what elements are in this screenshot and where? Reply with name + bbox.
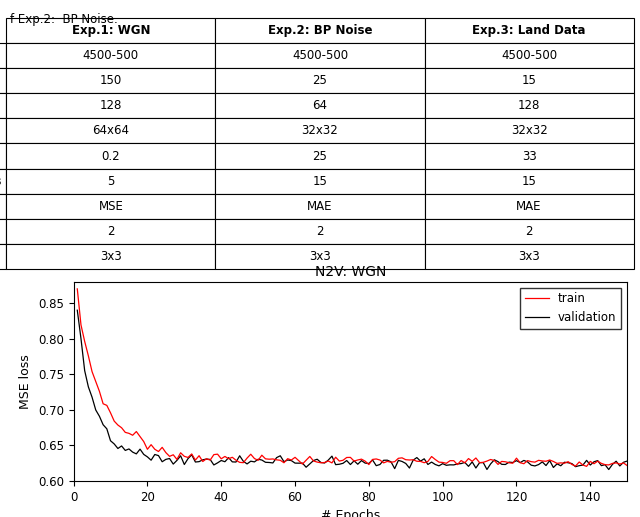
Line: train: train <box>77 289 627 466</box>
Y-axis label: MSE loss: MSE loss <box>19 354 33 408</box>
Line: validation: validation <box>77 310 627 469</box>
Legend: train, validation: train, validation <box>520 287 621 329</box>
validation <box>454 461 461 467</box>
Title: N2V: WGN: N2V: WGN <box>315 265 386 279</box>
validation <box>362 460 369 466</box>
train <box>383 458 391 464</box>
validation <box>291 460 299 466</box>
validation <box>74 307 81 313</box>
train <box>623 463 631 469</box>
train <box>527 459 535 465</box>
train <box>362 458 369 464</box>
Text: f Exp.2:  BP Noise.: f Exp.2: BP Noise. <box>10 13 117 26</box>
validation <box>605 466 612 473</box>
train <box>583 463 591 469</box>
train <box>454 462 461 468</box>
train <box>74 286 81 292</box>
validation <box>383 457 391 463</box>
X-axis label: # Epochs: # Epochs <box>321 509 380 517</box>
train <box>254 457 262 463</box>
validation <box>254 456 262 462</box>
validation <box>527 462 535 468</box>
train <box>291 454 299 461</box>
validation <box>623 458 631 464</box>
